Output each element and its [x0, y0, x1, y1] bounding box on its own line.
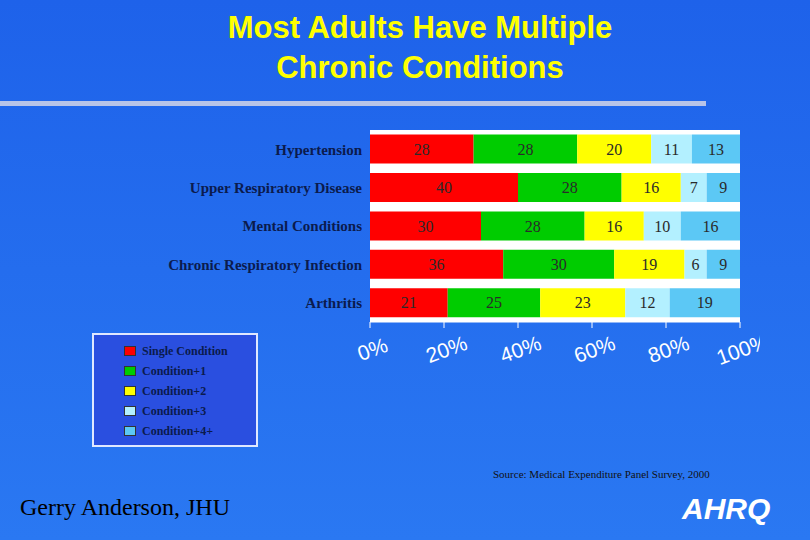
svg-text:10: 10 [654, 218, 670, 235]
svg-text:60%: 60% [571, 331, 618, 367]
svg-text:16: 16 [643, 179, 659, 196]
html-text:Condition+3: Condition+3 [142, 403, 207, 418]
svg-text:30: 30 [551, 256, 567, 273]
svg-text:40: 40 [436, 179, 452, 196]
svg-text:16: 16 [606, 218, 622, 235]
svg-text:36: 36 [429, 256, 445, 273]
svg-text:23: 23 [575, 294, 591, 311]
svg-text:19: 19 [641, 256, 657, 273]
svg-text:Upper Respiratory Disease: Upper Respiratory Disease [190, 180, 363, 196]
svg-text:0%: 0% [354, 333, 390, 365]
svg-text:11: 11 [664, 141, 679, 158]
svg-text:25: 25 [486, 294, 502, 311]
svg-text:19: 19 [697, 294, 713, 311]
svg-text:Mental Conditions: Mental Conditions [242, 218, 362, 234]
svg-text:Arthritis: Arthritis [305, 295, 362, 311]
html-text:Condition+2: Condition+2 [142, 383, 207, 398]
svg-text:28: 28 [517, 141, 533, 158]
svg-text:30: 30 [418, 218, 434, 235]
svg-text:80%: 80% [645, 331, 692, 367]
svg-text:12: 12 [640, 294, 656, 311]
svg-text:28: 28 [562, 179, 578, 196]
html-text:AHRQ: AHRQ [682, 492, 771, 525]
html-text:Source: Medical Expenditure Pa: Source: Medical Expenditure Panel Survey… [493, 468, 710, 480]
html-text:Condition+4+: Condition+4+ [142, 423, 213, 438]
svg-text:13: 13 [708, 141, 724, 158]
svg-text:6: 6 [692, 256, 700, 273]
svg-text:Chronic Respiratory Infection: Chronic Respiratory Infection [168, 257, 363, 273]
html-text:Most Adults Have Multiple Chro: Most Adults Have Multiple Chronic Condit… [227, 10, 613, 85]
svg-text:40%: 40% [497, 331, 544, 367]
html-text:Condition+1: Condition+1 [142, 363, 207, 378]
svg-text:9: 9 [719, 256, 727, 273]
html-text:Gerry Anderson, JHU: Gerry Anderson, JHU [20, 494, 230, 520]
svg-text:7: 7 [690, 179, 698, 196]
svg-text:20: 20 [606, 141, 622, 158]
svg-text:9: 9 [719, 179, 727, 196]
svg-text:21: 21 [401, 294, 417, 311]
svg-text:20%: 20% [423, 331, 470, 367]
html-text:Single Condition: Single Condition [142, 343, 228, 358]
svg-text:28: 28 [414, 141, 430, 158]
svg-text:Hypertension: Hypertension [275, 142, 362, 158]
svg-text:100%: 100% [713, 329, 760, 369]
svg-text:16: 16 [702, 218, 718, 235]
svg-text:28: 28 [525, 218, 541, 235]
